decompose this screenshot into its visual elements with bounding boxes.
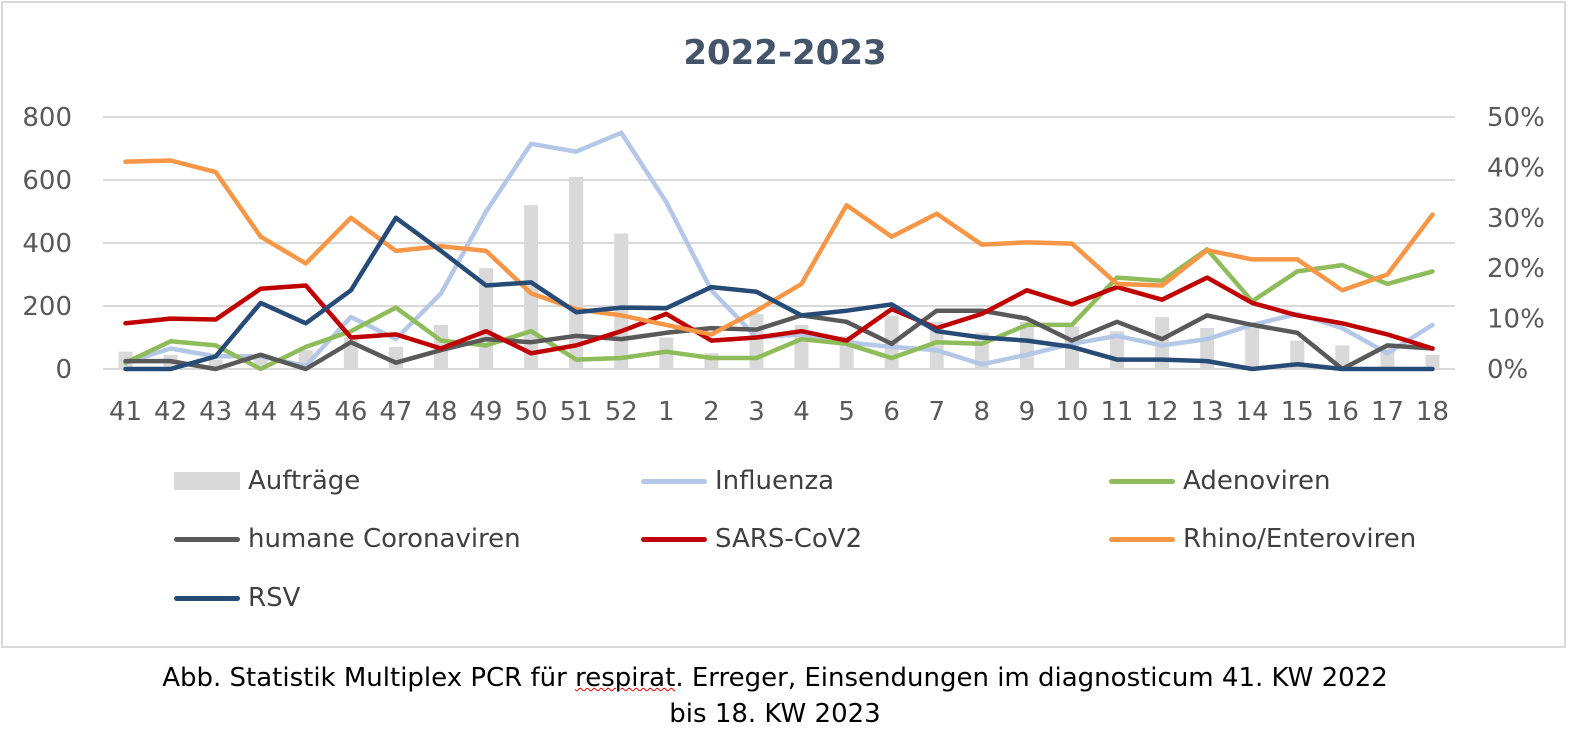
right-tick-label: 20% — [1487, 254, 1545, 284]
x-tick-label: 2 — [703, 397, 720, 427]
legend-line-swatch — [1109, 536, 1175, 542]
series-line-rsv — [123, 215, 1435, 372]
x-tick-label: 6 — [883, 397, 900, 427]
series-line-adenoviren — [123, 247, 1435, 372]
left-tick-label: 400 — [22, 229, 72, 259]
x-tick-label: 44 — [244, 397, 277, 427]
legend-item: Aufträge — [174, 461, 360, 501]
bar — [1290, 340, 1305, 369]
left-tick-label: 800 — [22, 103, 72, 133]
x-tick-label: 48 — [424, 397, 457, 427]
legend-item: RSV — [174, 578, 300, 618]
legend-item: humane Coronaviren — [174, 519, 521, 559]
bar — [1245, 328, 1260, 369]
x-tick-label: 46 — [334, 397, 367, 427]
caption-line-2: bis 18. KW 2023 — [669, 699, 881, 729]
x-tick-label: 12 — [1146, 397, 1179, 427]
caption-text-b: . Erreger, Einsendungen im diagnosticum … — [675, 663, 1388, 693]
legend-line-swatch — [641, 536, 707, 542]
x-tick-label: 18 — [1416, 397, 1449, 427]
x-tick-label: 3 — [748, 397, 765, 427]
legend-line-swatch — [1109, 478, 1175, 484]
x-tick-label: 11 — [1100, 397, 1133, 427]
right-tick-label: 0% — [1487, 355, 1528, 385]
x-axis-ticks: 41 42 43 44 45 46 47 48 49 50 51 52 1 2 3 4 5 6 7 8 9 10 11 12 1… — [109, 397, 1449, 427]
x-tick-label: 50 — [515, 397, 548, 427]
bar — [614, 233, 629, 369]
legend-label: Adenoviren — [1183, 466, 1331, 496]
right-axis-ticks: 0% 10% 20% 30% 40% 50% — [1487, 103, 1545, 385]
x-tick-label: 14 — [1236, 397, 1269, 427]
x-tick-label: 9 — [1019, 397, 1036, 427]
legend-label: Rhino/Enteroviren — [1183, 524, 1417, 554]
right-tick-label: 50% — [1487, 103, 1545, 133]
bar — [569, 176, 584, 369]
x-tick-label: 15 — [1281, 397, 1314, 427]
right-tick-label: 30% — [1487, 204, 1545, 234]
x-tick-label: 49 — [470, 397, 503, 427]
legend-item: Adenoviren — [1109, 461, 1330, 501]
legend-label: Influenza — [715, 466, 835, 496]
bar — [749, 313, 764, 369]
bar — [524, 205, 539, 369]
legend-line-swatch — [174, 595, 240, 601]
series-line-humane-coronaviren — [123, 308, 1435, 372]
right-tick-label: 10% — [1487, 305, 1545, 335]
caption-misspelled-word: respirat — [575, 663, 676, 693]
bar — [208, 359, 223, 369]
legend-label: RSV — [248, 583, 301, 613]
legend-bar-swatch — [174, 472, 240, 490]
series-line-sars-cov2 — [123, 275, 1435, 356]
legend-item: Influenza — [641, 461, 834, 501]
bar-series — [118, 176, 1440, 369]
x-tick-label: 45 — [289, 397, 322, 427]
x-tick-label: 47 — [379, 397, 412, 427]
x-tick-label: 10 — [1055, 397, 1088, 427]
x-tick-label: 13 — [1191, 397, 1224, 427]
line-series — [123, 130, 1435, 372]
caption-line-1: Abb. Statistik Multiplex PCR für respira… — [0, 660, 1550, 696]
left-axis-ticks: 0 200 400 600 800 — [22, 103, 72, 385]
legend-line-swatch — [641, 478, 707, 484]
legend-item: Rhino/Enteroviren — [1109, 519, 1416, 559]
x-tick-label: 51 — [560, 397, 593, 427]
x-tick-label: 52 — [605, 397, 638, 427]
legend-label: humane Coronaviren — [248, 524, 521, 554]
series-line-rhino-enteroviren — [123, 158, 1435, 337]
x-tick-label: 4 — [793, 397, 810, 427]
x-tick-label: 8 — [974, 397, 991, 427]
x-tick-label: 5 — [838, 397, 855, 427]
bar — [1155, 317, 1170, 369]
right-tick-label: 40% — [1487, 153, 1545, 183]
x-tick-label: 16 — [1326, 397, 1359, 427]
legend-item: SARS-CoV2 — [641, 519, 862, 559]
left-tick-label: 200 — [22, 292, 72, 322]
x-tick-label: 1 — [658, 397, 675, 427]
bar — [388, 346, 403, 369]
legend-label: SARS-CoV2 — [715, 524, 863, 554]
legend-line-swatch — [174, 536, 240, 542]
bar — [1335, 345, 1350, 369]
left-tick-label: 600 — [22, 166, 72, 196]
caption-text-a: Abb. Statistik Multiplex PCR für — [162, 663, 576, 693]
figure-caption: Abb. Statistik Multiplex PCR für respira… — [0, 660, 1550, 732]
x-tick-label: 41 — [109, 397, 142, 427]
left-tick-label: 0 — [55, 355, 72, 385]
x-tick-label: 42 — [154, 397, 187, 427]
x-tick-label: 43 — [199, 397, 232, 427]
chart-frame — [1, 1, 1566, 648]
bar — [1425, 354, 1440, 369]
chart-title: 2022-2023 — [683, 33, 886, 73]
x-tick-label: 7 — [928, 397, 945, 427]
legend-label: Aufträge — [248, 466, 361, 496]
x-tick-label: 17 — [1371, 397, 1404, 427]
